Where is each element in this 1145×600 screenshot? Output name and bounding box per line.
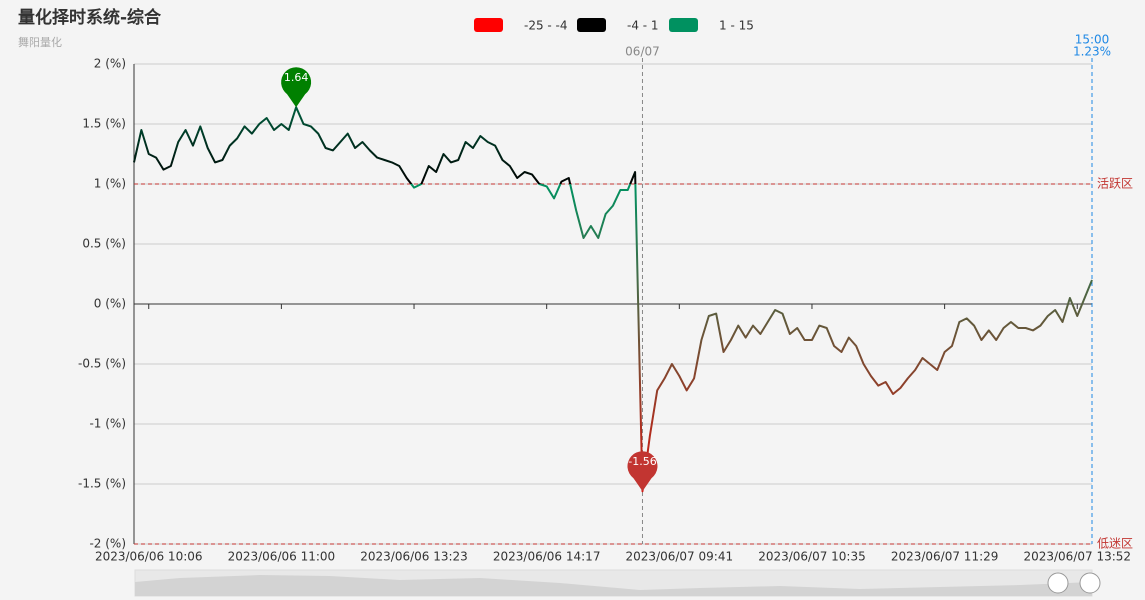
mark-pin-label: 1.64 [284, 71, 309, 84]
x-tick-label: 2023/06/07 11:29 [891, 550, 999, 564]
y-tick-label: 0.5 (%) [82, 237, 126, 251]
zoom-handle[interactable] [1079, 572, 1101, 594]
x-tick-label: 2023/06/06 10:06 [95, 550, 203, 564]
mark-pin-label: -1.56 [628, 455, 656, 468]
legend-label: -25 - -4 [524, 19, 568, 33]
data-zoom[interactable] [134, 569, 1101, 597]
vertical-line-label: 06/07 [625, 45, 660, 59]
x-tick-label: 2023/06/06 13:23 [360, 550, 468, 564]
y-tick-label: 0 (%) [94, 297, 126, 311]
legend-swatch [577, 18, 606, 32]
zoom-shadow [135, 575, 1092, 596]
zoom-handle[interactable] [1047, 572, 1069, 594]
y-tick-label: 2 (%) [94, 57, 126, 71]
legend-swatch [474, 18, 503, 32]
chart-title: 量化择时系统-综合 [18, 7, 162, 28]
vertical-line-value: 1.23% [1073, 45, 1111, 59]
x-tick-label: 2023/06/07 13:52 [1023, 550, 1131, 564]
x-tick-label: 2023/06/07 10:35 [758, 550, 866, 564]
mark-line-label: 活跃区 [1097, 177, 1133, 191]
x-tick-label: 2023/06/06 11:00 [228, 550, 336, 564]
legend-label: -4 - 1 [627, 19, 659, 33]
y-tick-label: 1.5 (%) [82, 117, 126, 131]
x-tick-label: 2023/06/07 09:41 [626, 550, 734, 564]
y-tick-label: 1 (%) [94, 177, 126, 191]
y-tick-label: -2 (%) [89, 537, 126, 551]
vertical-line-label: 15:00 [1075, 33, 1110, 47]
mark-pin [627, 451, 658, 492]
legend-label: 1 - 15 [719, 19, 754, 33]
y-tick-label: -0.5 (%) [78, 357, 126, 371]
y-tick-label: -1.5 (%) [78, 477, 126, 491]
chart-subtitle: 舞阳量化 [18, 35, 62, 49]
y-tick-label: -1 (%) [89, 417, 126, 431]
mark-pin [281, 67, 312, 108]
mark-line-label: 低迷区 [1097, 537, 1133, 551]
legend-swatch [669, 18, 698, 32]
x-tick-label: 2023/06/06 14:17 [493, 550, 601, 564]
data-line [133, 106, 1093, 493]
